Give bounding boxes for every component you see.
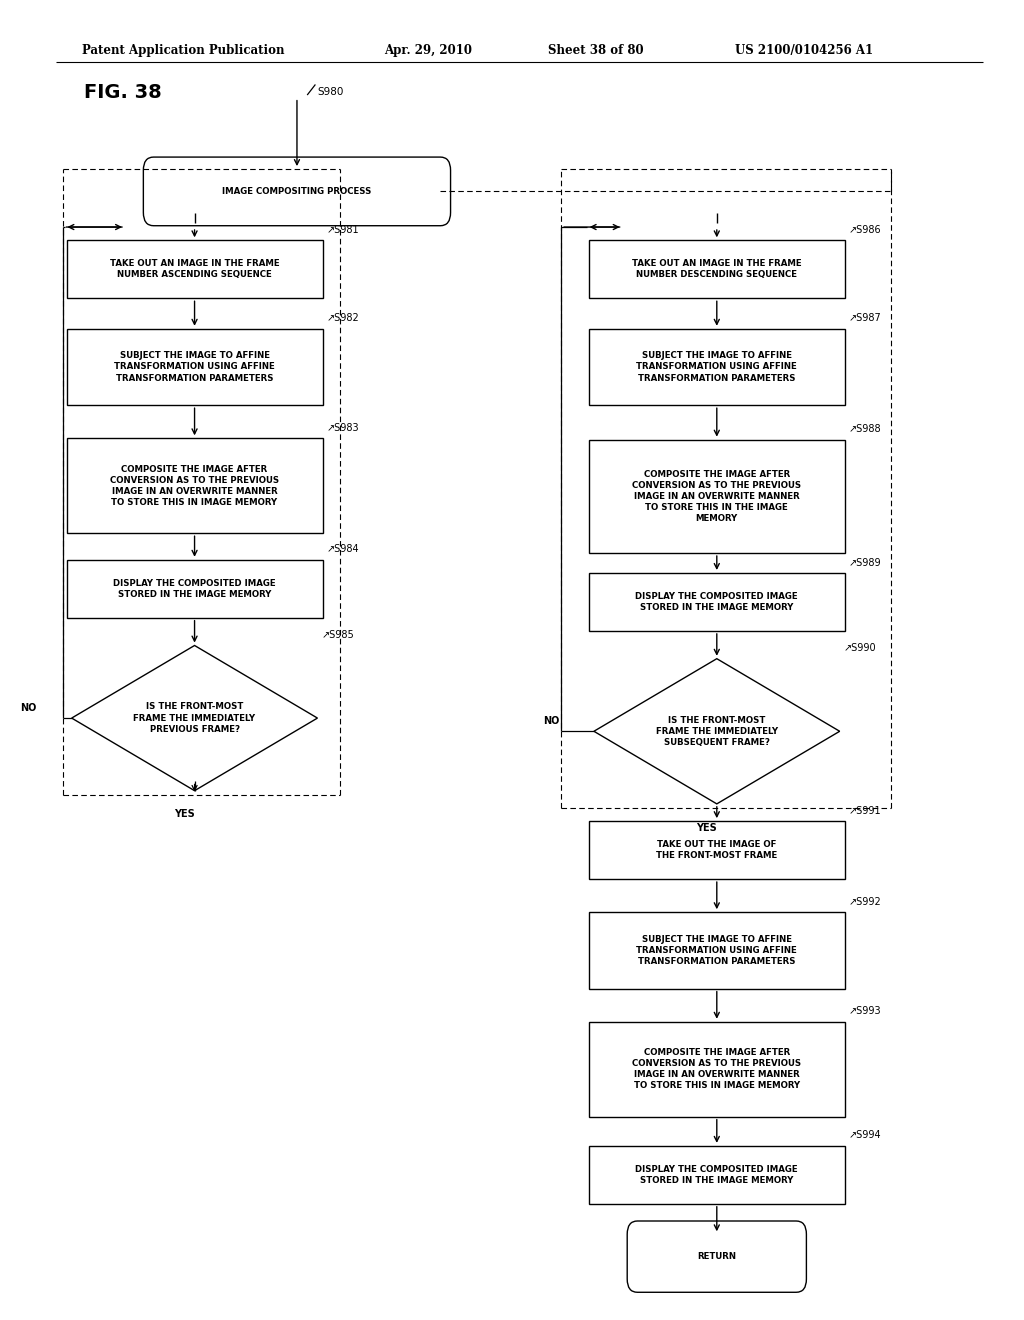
Polygon shape [72, 645, 317, 791]
Text: ↗S993: ↗S993 [849, 1006, 882, 1016]
Bar [589, 329, 845, 405]
Text: ↗S981: ↗S981 [327, 224, 359, 235]
Polygon shape [594, 659, 840, 804]
Text: DISPLAY THE COMPOSITED IMAGE
STORED IN THE IMAGE MEMORY: DISPLAY THE COMPOSITED IMAGE STORED IN T… [114, 578, 275, 599]
Text: TAKE OUT AN IMAGE IN THE FRAME
NUMBER ASCENDING SEQUENCE: TAKE OUT AN IMAGE IN THE FRAME NUMBER AS… [110, 259, 280, 280]
Text: ↗S985: ↗S985 [322, 630, 354, 640]
FancyBboxPatch shape [143, 157, 451, 226]
Text: ↗S984: ↗S984 [327, 544, 359, 554]
Bar [589, 821, 845, 879]
Bar [589, 1022, 845, 1117]
Text: ↗S991: ↗S991 [849, 805, 882, 816]
Text: Sheet 38 of 80: Sheet 38 of 80 [548, 44, 643, 57]
Bar [67, 438, 323, 533]
Text: DISPLAY THE COMPOSITED IMAGE
STORED IN THE IMAGE MEMORY: DISPLAY THE COMPOSITED IMAGE STORED IN T… [636, 1164, 798, 1185]
Bar [67, 329, 323, 405]
Text: ↗S989: ↗S989 [849, 557, 882, 568]
Text: Apr. 29, 2010: Apr. 29, 2010 [384, 44, 472, 57]
Text: SUBJECT THE IMAGE TO AFFINE
TRANSFORMATION USING AFFINE
TRANSFORMATION PARAMETER: SUBJECT THE IMAGE TO AFFINE TRANSFORMATI… [115, 351, 274, 383]
Text: IS THE FRONT-MOST
FRAME THE IMMEDIATELY
PREVIOUS FRAME?: IS THE FRONT-MOST FRAME THE IMMEDIATELY … [133, 702, 256, 734]
Text: FIG. 38: FIG. 38 [84, 83, 162, 102]
Text: TAKE OUT THE IMAGE OF
THE FRONT-MOST FRAME: TAKE OUT THE IMAGE OF THE FRONT-MOST FRA… [656, 840, 777, 861]
Text: IMAGE COMPOSITING PROCESS: IMAGE COMPOSITING PROCESS [222, 187, 372, 195]
Text: ↗S994: ↗S994 [849, 1130, 882, 1140]
Text: SUBJECT THE IMAGE TO AFFINE
TRANSFORMATION USING AFFINE
TRANSFORMATION PARAMETER: SUBJECT THE IMAGE TO AFFINE TRANSFORMATI… [637, 351, 797, 383]
Text: ↗S986: ↗S986 [849, 224, 882, 235]
FancyBboxPatch shape [627, 1221, 806, 1292]
Text: ↗S990: ↗S990 [844, 643, 877, 653]
Bar [589, 240, 845, 298]
Text: DISPLAY THE COMPOSITED IMAGE
STORED IN THE IMAGE MEMORY: DISPLAY THE COMPOSITED IMAGE STORED IN T… [636, 591, 798, 612]
Bar [589, 573, 845, 631]
Bar [589, 1146, 845, 1204]
Text: NO: NO [20, 702, 37, 713]
Text: COMPOSITE THE IMAGE AFTER
CONVERSION AS TO THE PREVIOUS
IMAGE IN AN OVERWRITE MA: COMPOSITE THE IMAGE AFTER CONVERSION AS … [632, 1048, 802, 1090]
Text: SUBJECT THE IMAGE TO AFFINE
TRANSFORMATION USING AFFINE
TRANSFORMATION PARAMETER: SUBJECT THE IMAGE TO AFFINE TRANSFORMATI… [637, 935, 797, 966]
Text: S980: S980 [317, 87, 344, 98]
Bar [589, 912, 845, 989]
Text: IS THE FRONT-MOST
FRAME THE IMMEDIATELY
SUBSEQUENT FRAME?: IS THE FRONT-MOST FRAME THE IMMEDIATELY … [655, 715, 778, 747]
Text: US 2100/0104256 A1: US 2100/0104256 A1 [735, 44, 873, 57]
Text: YES: YES [696, 822, 717, 833]
Bar [67, 560, 323, 618]
Text: ↗S987: ↗S987 [849, 313, 882, 323]
Text: ↗S983: ↗S983 [327, 422, 359, 433]
Text: NO: NO [543, 715, 559, 726]
Text: COMPOSITE THE IMAGE AFTER
CONVERSION AS TO THE PREVIOUS
IMAGE IN AN OVERWRITE MA: COMPOSITE THE IMAGE AFTER CONVERSION AS … [632, 470, 802, 523]
Text: COMPOSITE THE IMAGE AFTER
CONVERSION AS TO THE PREVIOUS
IMAGE IN AN OVERWRITE MA: COMPOSITE THE IMAGE AFTER CONVERSION AS … [110, 465, 280, 507]
Text: Patent Application Publication: Patent Application Publication [82, 44, 285, 57]
Text: YES: YES [174, 809, 195, 820]
Bar [589, 440, 845, 553]
Bar [67, 240, 323, 298]
Text: ↗S982: ↗S982 [327, 313, 359, 323]
Text: ↗S992: ↗S992 [849, 896, 882, 907]
Text: TAKE OUT AN IMAGE IN THE FRAME
NUMBER DESCENDING SEQUENCE: TAKE OUT AN IMAGE IN THE FRAME NUMBER DE… [632, 259, 802, 280]
Text: ↗S988: ↗S988 [849, 424, 882, 434]
Text: RETURN: RETURN [697, 1253, 736, 1261]
